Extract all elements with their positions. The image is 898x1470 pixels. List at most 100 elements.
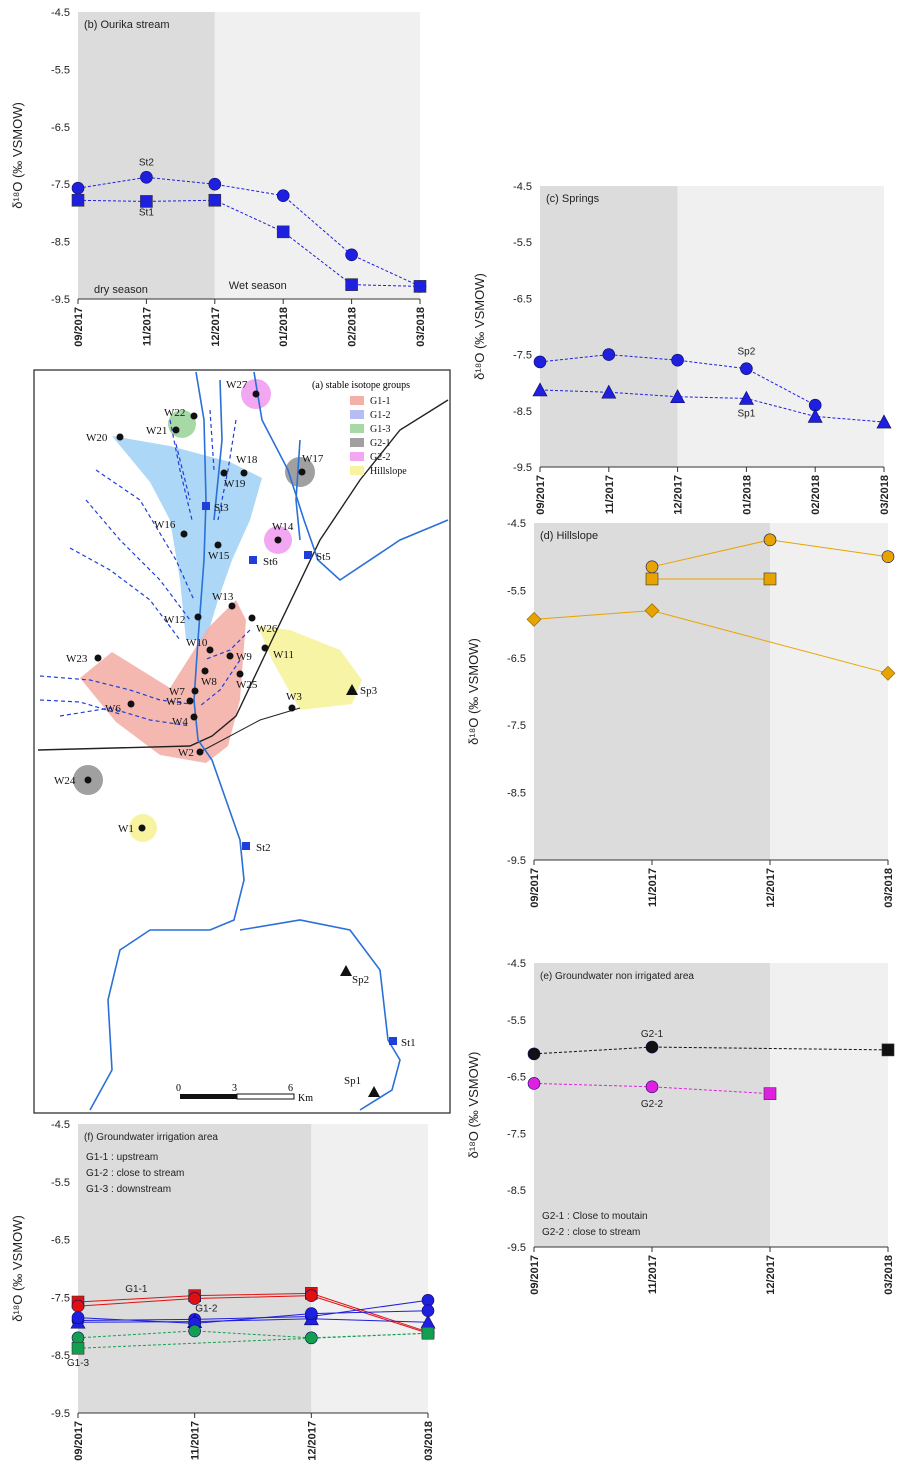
- series-line: [77, 176, 421, 287]
- y-tick-label: -4.5: [507, 958, 526, 970]
- y-axis-label: δ¹⁸O (‰ VSMOW): [10, 102, 25, 209]
- y-tick-label: -8.5: [507, 788, 526, 800]
- panel-b-stream-chart: -4.5 -5.5 -6.5 -7.5 -8.5 -9.509/2017 11/2017 12…: [10, 7, 427, 347]
- y-tick-label: -5.5: [507, 1015, 526, 1027]
- stream-station-label: St6: [263, 556, 278, 568]
- rivers: [89, 371, 449, 1111]
- y-tick-label: -6.5: [513, 293, 532, 305]
- well-marker: [288, 704, 296, 712]
- series-line: [539, 389, 885, 423]
- well-label: W15: [208, 550, 230, 562]
- well-marker: [220, 469, 228, 477]
- data-point: [71, 1341, 85, 1355]
- y-tick-label: -4.5: [51, 1119, 70, 1131]
- y-tick-label: -6.5: [51, 1235, 70, 1247]
- well-marker: [261, 644, 269, 652]
- legend-label: G1-2: [370, 410, 391, 421]
- stream-station-label: St5: [316, 551, 331, 563]
- well-marker: [201, 667, 209, 675]
- stream-station-marker: [249, 556, 257, 564]
- y-tick-label: -8.5: [507, 1185, 526, 1197]
- legend-line: G2-2 : close to stream: [542, 1227, 640, 1238]
- data-point: [413, 280, 427, 293]
- series-label: St2: [139, 157, 154, 168]
- data-point: [738, 390, 754, 405]
- well-marker: [298, 468, 306, 476]
- y-tick-label: -9.5: [507, 855, 526, 867]
- well-marker: [186, 697, 194, 705]
- data-point: [421, 1326, 435, 1340]
- well-label: W19: [224, 478, 246, 490]
- series-line: [77, 1295, 429, 1334]
- data-point: [763, 572, 777, 586]
- series-label: G1-3: [67, 1358, 90, 1369]
- spring-label: Sp2: [352, 974, 369, 986]
- series-label: Sp2: [738, 347, 756, 358]
- series-label: Sp1: [738, 408, 756, 419]
- well-label: W13: [212, 591, 234, 603]
- map-title: (a) stable isotope groups: [312, 380, 410, 391]
- well-label: W22: [164, 407, 185, 419]
- legend-line: G2-1 : Close to moutain: [542, 1211, 648, 1222]
- panel-title: (e) Groundwater non irrigated area: [540, 971, 694, 982]
- well-label: W11: [273, 649, 294, 661]
- wet-season-band: [214, 12, 420, 299]
- x-tick-label: 09/2017: [535, 475, 547, 515]
- y-tick-label: -6.5: [507, 653, 526, 665]
- season-label-wet: Wet season: [229, 280, 287, 292]
- y-tick-label: -9.5: [51, 294, 70, 306]
- well-label: W10: [186, 637, 208, 649]
- y-tick-label: -6.5: [51, 122, 70, 134]
- series-label: G2-1: [641, 1029, 664, 1040]
- dry-season-band: [78, 1124, 312, 1413]
- data-point: [188, 1324, 201, 1338]
- y-tick-label: -8.5: [51, 237, 70, 249]
- data-point: [601, 384, 617, 399]
- y-tick-label: -9.5: [507, 1242, 526, 1254]
- spring-label: Sp3: [360, 685, 378, 697]
- dry-season-band: [534, 963, 770, 1247]
- series-line: [533, 1082, 771, 1095]
- spring-label: Sp1: [344, 1075, 361, 1087]
- x-tick-label: 09/2017: [529, 1255, 541, 1295]
- x-tick-label: 12/2017: [306, 1421, 318, 1461]
- boundary-line-2: [199, 707, 301, 753]
- stream-station-label: St1: [401, 1037, 416, 1049]
- x-tick-label: 02/2018: [810, 475, 822, 515]
- data-point: [763, 533, 777, 547]
- data-point: [140, 195, 153, 208]
- legend-swatch: [350, 396, 364, 405]
- data-point: [345, 278, 358, 291]
- stream-station-marker: [202, 502, 210, 510]
- y-tick-label: -5.5: [51, 64, 70, 76]
- legend-swatch: [350, 466, 364, 475]
- y-tick-label: -8.5: [51, 1350, 70, 1362]
- data-point: [671, 353, 684, 367]
- y-tick-label: -7.5: [507, 1128, 526, 1140]
- x-tick-label: 09/2017: [73, 1421, 85, 1461]
- series-line: [533, 1046, 889, 1055]
- boundary-line: [37, 399, 449, 751]
- stream-station-marker: [242, 842, 250, 850]
- data-point: [645, 1080, 659, 1094]
- x-tick-label: 03/2018: [879, 475, 891, 515]
- x-tick-label: 02/2018: [347, 307, 359, 347]
- wet-season-band: [770, 523, 888, 860]
- well-marker: [180, 530, 188, 538]
- well-marker: [236, 670, 244, 678]
- data-point: [527, 1077, 541, 1090]
- data-point: [527, 1047, 541, 1061]
- scale-label-3: 3: [232, 1083, 237, 1094]
- series-line: [539, 354, 816, 406]
- stream-station-label: St2: [256, 842, 271, 854]
- y-tick-label: -4.5: [513, 181, 532, 193]
- scale-label-0: 0: [176, 1083, 181, 1094]
- series-label: G1-2: [195, 1303, 218, 1314]
- well-marker: [191, 687, 199, 695]
- data-point: [880, 665, 896, 681]
- legend-label: G2-2: [370, 452, 391, 463]
- well-marker: [240, 469, 248, 477]
- data-point: [645, 572, 659, 586]
- scale-label-km: Km: [298, 1093, 313, 1104]
